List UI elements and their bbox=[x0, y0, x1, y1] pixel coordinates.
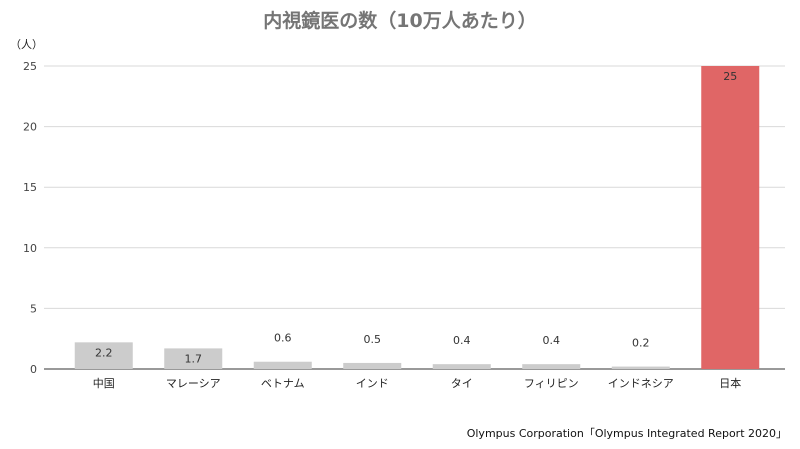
category-label-6: インドネシア bbox=[608, 377, 674, 390]
data-label-1: 1.7 bbox=[185, 352, 203, 365]
y-tick-label: 10 bbox=[23, 242, 37, 255]
source-citation: Olympus Corporation「Olympus Integrated R… bbox=[467, 427, 787, 440]
category-label-4: タイ bbox=[451, 377, 473, 390]
category-labels: 中国 マレーシア ベトナム インド タイ フィリピン インドネシア 日本 bbox=[93, 376, 742, 390]
category-label-5: フィリピン bbox=[524, 377, 579, 390]
bars bbox=[74, 66, 760, 369]
data-label-0: 2.2 bbox=[95, 346, 113, 359]
category-label-0: 中国 bbox=[93, 377, 115, 390]
y-tick-label: 0 bbox=[30, 363, 37, 376]
category-label-2: ベトナム bbox=[261, 377, 305, 390]
bar-1 bbox=[164, 348, 223, 369]
bar-3 bbox=[343, 362, 402, 369]
data-label-7: 25 bbox=[723, 70, 737, 83]
bar-5 bbox=[522, 364, 581, 369]
gridlines bbox=[44, 65, 785, 370]
data-label-5: 0.4 bbox=[543, 334, 561, 347]
bar-7 bbox=[701, 66, 760, 369]
y-axis-unit-label: （人） bbox=[10, 38, 43, 51]
category-label-3: インド bbox=[356, 377, 389, 390]
category-label-7: 日本 bbox=[719, 376, 741, 390]
category-label-1: マレーシア bbox=[166, 377, 221, 390]
y-tick-label: 25 bbox=[23, 60, 37, 73]
y-tick-label: 15 bbox=[23, 181, 37, 194]
data-label-4: 0.4 bbox=[453, 334, 471, 347]
data-label-3: 0.5 bbox=[364, 333, 382, 346]
bar-6 bbox=[611, 366, 670, 369]
data-label-6: 0.2 bbox=[632, 337, 650, 350]
y-tick-label: 20 bbox=[23, 121, 37, 134]
bar-0 bbox=[74, 342, 133, 369]
chart-title: 内視鏡医の数（10万人あたり） bbox=[263, 9, 536, 32]
bar-4 bbox=[432, 364, 491, 369]
y-tick-label: 5 bbox=[30, 302, 37, 315]
y-axis-ticks: 0 5 10 15 20 25 bbox=[23, 60, 37, 376]
data-labels: 2.2 1.7 0.6 0.5 0.4 0.4 0.2 25 bbox=[95, 70, 737, 365]
data-label-2: 0.6 bbox=[274, 332, 292, 345]
bar-2 bbox=[253, 361, 312, 369]
